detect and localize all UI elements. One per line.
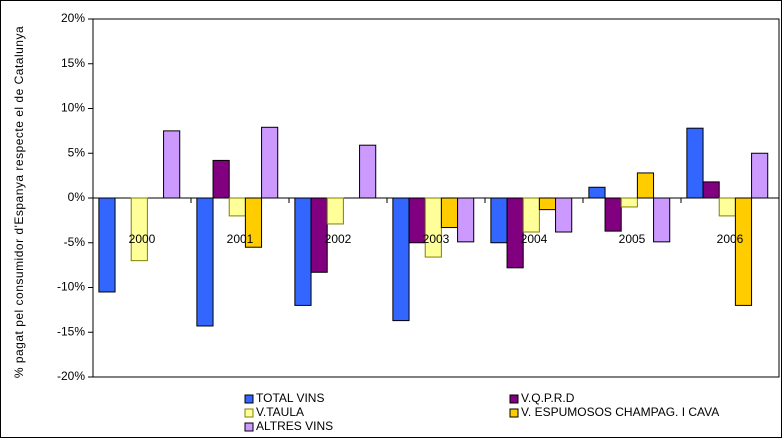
x-tick-label: 2001 bbox=[227, 232, 254, 246]
x-tick-label: 2004 bbox=[521, 232, 548, 246]
bar bbox=[588, 186, 606, 199]
bar bbox=[196, 197, 214, 327]
bar bbox=[359, 144, 377, 199]
x-tick-label: 2006 bbox=[717, 232, 744, 246]
bar bbox=[522, 197, 540, 233]
x-tick-label: 2002 bbox=[325, 232, 352, 246]
bar bbox=[261, 126, 279, 199]
legend-label: TOTAL VINS bbox=[256, 391, 324, 405]
bar bbox=[718, 197, 736, 217]
legend-label: ALTRES VINS bbox=[256, 419, 333, 433]
legend-swatch bbox=[509, 394, 519, 404]
bar bbox=[228, 197, 246, 217]
x-tick-label: 2005 bbox=[619, 232, 646, 246]
bar bbox=[310, 197, 328, 273]
bar bbox=[326, 197, 344, 225]
bar bbox=[653, 197, 671, 243]
y-tick-label: -5% bbox=[64, 235, 86, 249]
legend-swatch bbox=[509, 408, 519, 418]
bar bbox=[457, 197, 475, 243]
bar bbox=[424, 197, 442, 258]
legend-label: V.TAULA bbox=[256, 405, 304, 419]
legend-swatch bbox=[244, 394, 254, 404]
legend-label: V. ESPUMOSOS CHAMPAG. I CAVA bbox=[521, 405, 719, 419]
y-tick-label: 10% bbox=[61, 101, 85, 115]
x-tick-label: 2000 bbox=[129, 232, 156, 246]
bar bbox=[294, 197, 312, 306]
bar bbox=[212, 159, 230, 199]
y-tick-label: -10% bbox=[57, 280, 85, 294]
bar bbox=[392, 197, 410, 322]
bar bbox=[555, 197, 573, 233]
y-tick-label: -20% bbox=[57, 369, 85, 383]
bar bbox=[686, 127, 704, 199]
bar bbox=[244, 197, 263, 248]
bar bbox=[702, 181, 720, 199]
y-tick-label: 20% bbox=[61, 11, 85, 25]
y-tick-label: -15% bbox=[57, 324, 85, 338]
y-tick-label: 5% bbox=[68, 145, 86, 159]
bar bbox=[538, 197, 557, 211]
bar bbox=[490, 197, 508, 244]
bar bbox=[604, 197, 622, 232]
legend-label: V.Q.P.R.D bbox=[521, 391, 575, 405]
bar bbox=[440, 197, 459, 229]
bar bbox=[130, 197, 148, 262]
y-tick-label: 0% bbox=[68, 190, 86, 204]
bar bbox=[751, 152, 769, 199]
legend-swatch bbox=[244, 422, 254, 432]
bar bbox=[620, 197, 638, 208]
bar bbox=[636, 172, 655, 199]
bar bbox=[734, 197, 753, 306]
bar bbox=[163, 130, 181, 199]
y-tick-label: 15% bbox=[61, 56, 85, 70]
x-tick-label: 2003 bbox=[423, 232, 450, 246]
y-axis-title: % pagat pel consumidor d'Espanya respect… bbox=[12, 25, 26, 379]
legend-swatch bbox=[244, 408, 254, 418]
bar bbox=[98, 197, 116, 293]
bar bbox=[506, 197, 524, 269]
